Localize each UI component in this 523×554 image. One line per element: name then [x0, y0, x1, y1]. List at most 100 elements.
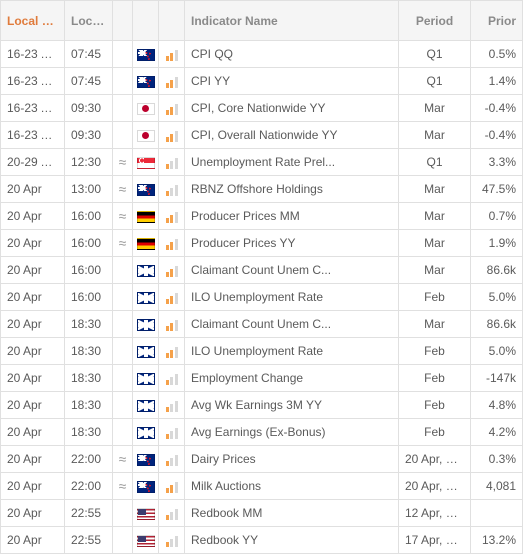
header-label: Prior	[488, 14, 516, 28]
impact-bars-icon	[166, 319, 178, 331]
impact-bars-icon	[166, 103, 178, 115]
cell-period: Mar	[399, 257, 471, 284]
cell-approx	[113, 257, 133, 284]
table-row[interactable]: 20 Apr16:00Claimant Count Unem C...Mar86…	[1, 257, 523, 284]
table-row[interactable]: 20 Apr16:00≈Producer Prices YYMar1.9%	[1, 230, 523, 257]
header-local-time[interactable]: Local Time	[65, 1, 113, 41]
table-row[interactable]: 20 Apr18:30Employment ChangeFeb-147k	[1, 365, 523, 392]
cell-prior: 0.3%	[471, 446, 523, 473]
cell-impact	[159, 41, 185, 68]
cell-time: 18:30	[65, 392, 113, 419]
cell-period: Mar	[399, 122, 471, 149]
header-prior[interactable]: Prior	[471, 1, 523, 41]
impact-bars-icon	[166, 454, 178, 466]
table-row[interactable]: 20 Apr18:30ILO Unemployment RateFeb5.0%	[1, 338, 523, 365]
table-row[interactable]: 16-23 Apr07:45CPI QQQ10.5%	[1, 41, 523, 68]
cell-country	[133, 203, 159, 230]
header-label: Indicator Name	[191, 14, 278, 28]
table-row[interactable]: 20 Apr22:00≈Milk Auctions20 Apr, w/e4,08…	[1, 473, 523, 500]
cell-prior: 86.6k	[471, 311, 523, 338]
approx-icon: ≈	[119, 451, 127, 467]
cell-impact	[159, 95, 185, 122]
cell-time: 16:00	[65, 257, 113, 284]
table-row[interactable]: 16-23 Apr09:30CPI, Core Nationwide YYMar…	[1, 95, 523, 122]
impact-bars-icon	[166, 292, 178, 304]
cell-impact	[159, 311, 185, 338]
cell-period: Feb	[399, 365, 471, 392]
table-row[interactable]: 16-23 Apr07:45CPI YYQ11.4%	[1, 68, 523, 95]
cell-date: 20 Apr	[1, 257, 65, 284]
cell-time: 22:55	[65, 527, 113, 554]
cell-country	[133, 257, 159, 284]
cell-impact	[159, 338, 185, 365]
table-row[interactable]: 20 Apr18:30Avg Wk Earnings 3M YYFeb4.8%	[1, 392, 523, 419]
cell-country	[133, 500, 159, 527]
header-local-date[interactable]: Local Date ▲	[1, 1, 65, 41]
economic-calendar-table: Local Date ▲ Local Time Indicator Name P…	[0, 0, 523, 554]
cell-indicator-name: Redbook MM	[185, 500, 399, 527]
header-indicator-name[interactable]: Indicator Name	[185, 1, 399, 41]
header-approx[interactable]	[113, 1, 133, 41]
impact-bars-icon	[166, 157, 178, 169]
table-row[interactable]: 20 Apr22:55Redbook MM12 Apr, w/e	[1, 500, 523, 527]
flag-gb-icon	[137, 292, 155, 304]
cell-country	[133, 68, 159, 95]
cell-indicator-name: Producer Prices MM	[185, 203, 399, 230]
cell-time: 12:30	[65, 149, 113, 176]
table-row[interactable]: 20-29 Apr12:30≈Unemployment Rate Prel...…	[1, 149, 523, 176]
cell-date: 16-23 Apr	[1, 41, 65, 68]
table-row[interactable]: 20 Apr18:30Claimant Count Unem C...Mar86…	[1, 311, 523, 338]
cell-time: 09:30	[65, 95, 113, 122]
flag-gb-icon	[137, 400, 155, 412]
cell-impact	[159, 473, 185, 500]
impact-bars-icon	[166, 481, 178, 493]
table-row[interactable]: 20 Apr13:00≈RBNZ Offshore HoldingsMar47.…	[1, 176, 523, 203]
cell-prior: 5.0%	[471, 284, 523, 311]
cell-approx	[113, 68, 133, 95]
cell-prior: 3.3%	[471, 149, 523, 176]
flag-nz-icon	[137, 76, 155, 88]
table-row[interactable]: 20 Apr16:00≈Producer Prices MMMar0.7%	[1, 203, 523, 230]
cell-period: Mar	[399, 311, 471, 338]
table-row[interactable]: 16-23 Apr09:30CPI, Overall Nationwide YY…	[1, 122, 523, 149]
cell-prior: 1.4%	[471, 68, 523, 95]
table-row[interactable]: 20 Apr18:30Avg Earnings (Ex-Bonus)Feb4.2…	[1, 419, 523, 446]
cell-indicator-name: Producer Prices YY	[185, 230, 399, 257]
cell-indicator-name: ILO Unemployment Rate	[185, 338, 399, 365]
cell-approx: ≈	[113, 203, 133, 230]
cell-indicator-name: CPI, Overall Nationwide YY	[185, 122, 399, 149]
cell-country	[133, 149, 159, 176]
cell-prior: 0.5%	[471, 41, 523, 68]
flag-gb-icon	[137, 346, 155, 358]
cell-approx: ≈	[113, 149, 133, 176]
cell-prior: 5.0%	[471, 338, 523, 365]
cell-time: 18:30	[65, 311, 113, 338]
header-label: Period	[416, 14, 453, 28]
impact-bars-icon	[166, 184, 178, 196]
cell-impact	[159, 392, 185, 419]
flag-gb-icon	[137, 373, 155, 385]
flag-jp-icon	[137, 130, 155, 142]
cell-indicator-name: Unemployment Rate Prel...	[185, 149, 399, 176]
table-row[interactable]: 20 Apr22:55Redbook YY17 Apr, w/e13.2%	[1, 527, 523, 554]
cell-period: Q1	[399, 68, 471, 95]
cell-date: 20 Apr	[1, 338, 65, 365]
cell-impact	[159, 365, 185, 392]
header-period[interactable]: Period	[399, 1, 471, 41]
cell-prior: -147k	[471, 365, 523, 392]
cell-impact	[159, 176, 185, 203]
header-impact[interactable]	[159, 1, 185, 41]
flag-jp-icon	[137, 103, 155, 115]
cell-date: 20 Apr	[1, 473, 65, 500]
flag-de-icon	[137, 238, 155, 250]
cell-prior: 47.5%	[471, 176, 523, 203]
cell-prior: -0.4%	[471, 122, 523, 149]
impact-bars-icon	[166, 130, 178, 142]
cell-impact	[159, 284, 185, 311]
cell-country	[133, 284, 159, 311]
cell-approx: ≈	[113, 473, 133, 500]
header-country[interactable]	[133, 1, 159, 41]
cell-date: 20 Apr	[1, 419, 65, 446]
table-row[interactable]: 20 Apr22:00≈Dairy Prices20 Apr, w/e0.3%	[1, 446, 523, 473]
table-row[interactable]: 20 Apr16:00ILO Unemployment RateFeb5.0%	[1, 284, 523, 311]
